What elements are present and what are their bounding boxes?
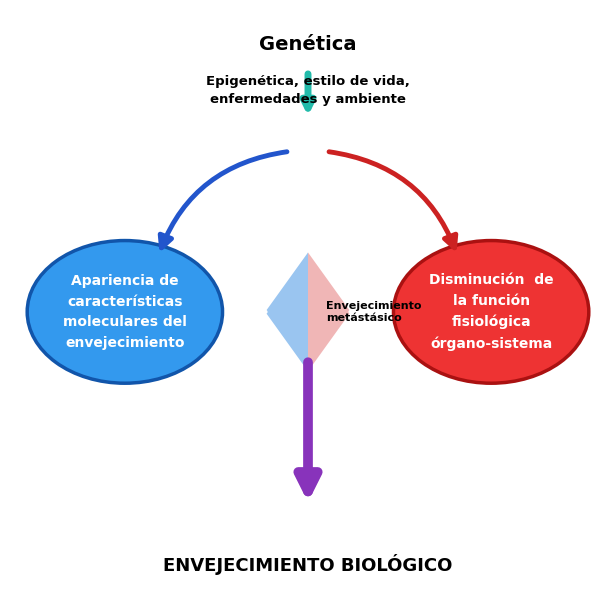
Polygon shape	[265, 253, 308, 371]
Text: Epigenética, estilo de vida,
enfermedades y ambiente: Epigenética, estilo de vida, enfermedade…	[206, 75, 410, 106]
Text: Envejecimiento
metástásico: Envejecimiento metástásico	[326, 301, 422, 323]
Text: Disminución  de
la función
fisiológica
órgano-sistema: Disminución de la función fisiológica ór…	[429, 273, 553, 350]
Polygon shape	[308, 253, 351, 371]
Text: Genética: Genética	[259, 35, 357, 54]
Ellipse shape	[394, 241, 589, 383]
Ellipse shape	[27, 241, 222, 383]
Text: ENVEJECIMIENTO BIOLÓGICO: ENVEJECIMIENTO BIOLÓGICO	[163, 554, 453, 575]
Text: Apariencia de
características
moleculares del
envejecimiento: Apariencia de características moleculare…	[63, 274, 187, 350]
